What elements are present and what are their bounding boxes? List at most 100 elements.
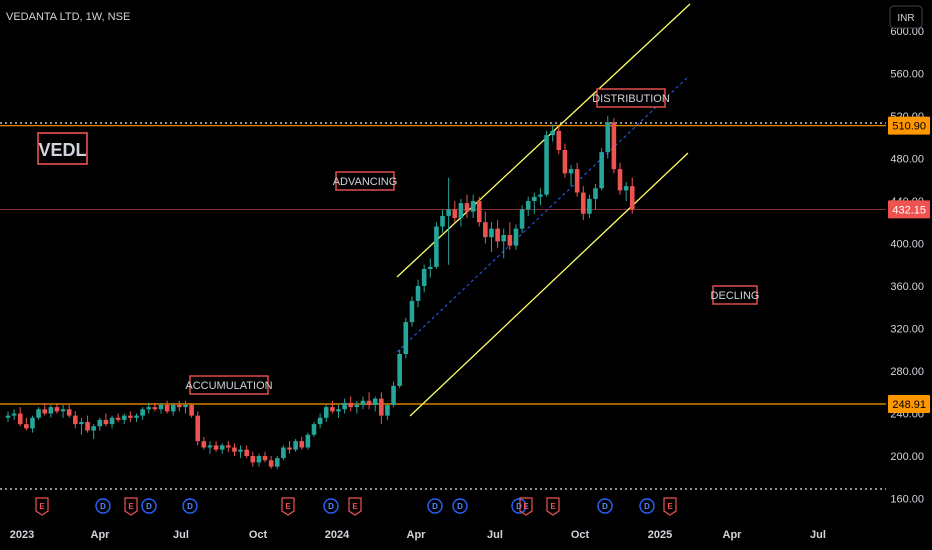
- candle: [513, 224, 519, 250]
- candle: [85, 415, 90, 433]
- candle: [476, 196, 482, 227]
- candle: [103, 413, 109, 427]
- candle: [568, 164, 574, 187]
- time-tick-label: Oct: [571, 529, 590, 541]
- annotation-box: [596, 88, 666, 108]
- dividend-marker: D: [427, 498, 443, 514]
- annotation-label: ACCUMULATION: [185, 380, 272, 392]
- candle-body: [36, 409, 41, 418]
- candle: [48, 405, 54, 418]
- price-tick-label: 600.00: [890, 26, 924, 38]
- candle-body: [207, 445, 213, 448]
- candle-body: [244, 449, 249, 456]
- earnings-badge: [35, 497, 49, 516]
- candle: [409, 296, 415, 327]
- earnings-letter: E: [128, 502, 134, 511]
- earnings-marker: E: [546, 497, 560, 516]
- candle-body: [140, 409, 145, 416]
- candle-body: [458, 203, 464, 218]
- currency-button[interactable]: INR: [889, 5, 923, 29]
- candle-body: [550, 130, 555, 136]
- candle-body: [525, 201, 531, 210]
- dividend-badge: [511, 498, 527, 514]
- candle: [507, 222, 513, 250]
- candle-body: [483, 222, 488, 238]
- annotation-accumulation: ACCUMULATION: [185, 375, 273, 395]
- candle-body: [115, 417, 121, 420]
- candle: [544, 130, 549, 197]
- candle: [140, 407, 145, 420]
- candle-body: [452, 209, 458, 218]
- earnings-marker: E: [348, 497, 362, 516]
- candle-body: [348, 402, 354, 408]
- candle: [470, 194, 476, 218]
- candle: [458, 198, 464, 227]
- candle-body: [532, 196, 537, 201]
- time-tick-label: Apr: [91, 529, 111, 541]
- candle: [11, 409, 17, 420]
- candle-body: [60, 409, 66, 412]
- candle: [574, 162, 580, 197]
- candle: [360, 396, 366, 410]
- candle: [519, 205, 525, 233]
- price-tag-bg: [888, 395, 930, 414]
- candle-body: [379, 398, 384, 416]
- symbol-box: VEDL: [37, 132, 88, 165]
- dividend-letter: D: [187, 502, 193, 511]
- dividend-badge: [323, 498, 339, 514]
- candle: [617, 162, 623, 195]
- candle: [66, 405, 72, 418]
- candle: [219, 443, 225, 454]
- candle: [580, 186, 586, 221]
- candle-body: [24, 424, 29, 429]
- currency-button-frame: [889, 5, 923, 29]
- candle-body: [250, 456, 256, 463]
- candle-body: [281, 447, 286, 459]
- candle-body: [226, 445, 231, 448]
- candle: [611, 118, 617, 174]
- candle-body: [177, 405, 182, 408]
- candle: [54, 402, 60, 414]
- candle: [501, 228, 507, 259]
- candle-body: [556, 130, 562, 150]
- annotation-label: DECLING: [711, 290, 760, 302]
- candle-body: [366, 400, 372, 405]
- candle: [128, 411, 133, 422]
- candle: [434, 222, 439, 269]
- dividend-letter: D: [644, 502, 650, 511]
- candle: [293, 439, 298, 452]
- price-tag-label: 510.90: [892, 121, 926, 133]
- phase-annotations: ACCUMULATION ADVANCING DISTRIBUTION DECLING: [185, 88, 760, 395]
- earnings-badge: [546, 497, 560, 516]
- candle: [593, 184, 598, 210]
- price-tick-label: 280.00: [890, 366, 924, 378]
- candle-body: [421, 269, 427, 286]
- candle-body: [605, 122, 611, 153]
- candle-body: [134, 415, 139, 418]
- earnings-badge: [348, 497, 362, 516]
- candle-body: [317, 417, 323, 425]
- candle: [226, 441, 231, 452]
- candle-body: [17, 413, 23, 425]
- candle-body: [446, 209, 451, 216]
- candle: [262, 451, 268, 463]
- candle-body: [128, 415, 133, 418]
- candle-body: [538, 194, 543, 197]
- candle-body: [66, 409, 72, 416]
- candle-body: [213, 445, 219, 450]
- candle: [446, 177, 451, 265]
- candle: [629, 177, 635, 214]
- time-tick-label: Apr: [407, 529, 427, 541]
- time-tick-label: 2025: [648, 529, 672, 541]
- candle: [274, 456, 280, 469]
- candle-body: [201, 441, 207, 448]
- candle: [605, 116, 611, 159]
- dividend-badge: [427, 498, 443, 514]
- candle-body: [354, 405, 360, 408]
- candle-body: [568, 169, 574, 174]
- dividend-badge: [597, 498, 613, 514]
- dividend-marker: D: [597, 498, 613, 514]
- earnings-marker: E: [35, 497, 49, 516]
- channel-upper-line: [396, 3, 691, 278]
- candle-body: [470, 201, 476, 212]
